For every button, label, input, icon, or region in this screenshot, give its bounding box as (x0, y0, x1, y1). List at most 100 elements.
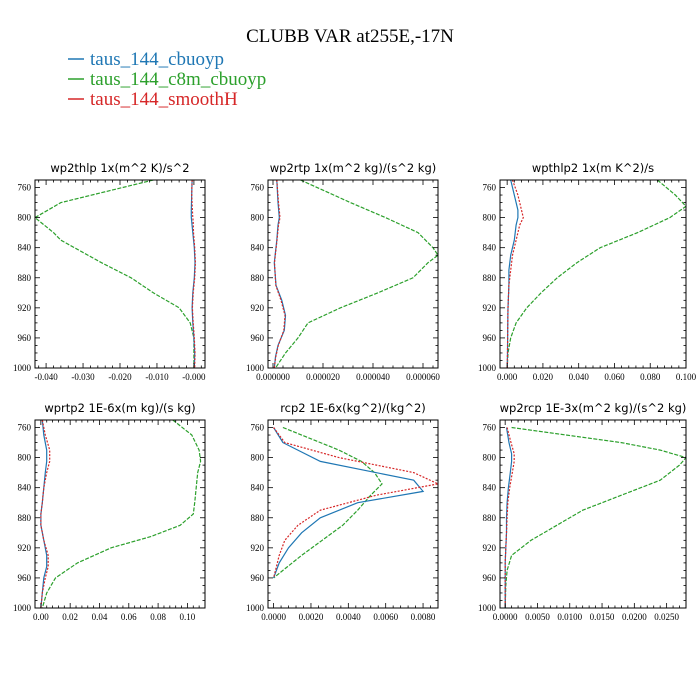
y-tick-label: 840 (251, 243, 265, 253)
panel-series (273, 180, 438, 368)
x-tick-label: 0.10 (180, 612, 196, 622)
series-line-c8m-cbuoyp (35, 180, 195, 368)
y-tick-label: 800 (251, 453, 265, 463)
y-tick-label: 960 (18, 333, 32, 343)
x-tick-label: 0.0000 (261, 612, 286, 622)
legend-label-c8m-cbuoyp: taus_144_c8m_cbuoyp (90, 69, 266, 90)
panel-series (40, 420, 202, 608)
panel-6: wp2rcp 1E-3x(m^2 kg)/(s^2 kg)760 800 840 88… (478, 401, 687, 622)
panel-frame (499, 179, 687, 369)
series-line-c8m-cbuoyp (504, 426, 686, 608)
y-tick-label: 840 (18, 243, 32, 253)
legend-label-smoothh: taus_144_smoothH (90, 89, 238, 110)
x-tick-label: 0.0020 (299, 612, 324, 622)
y-tick-label: 840 (18, 483, 32, 493)
x-tick-label: -0.020 (108, 372, 132, 382)
y-tick-label: 1000 (478, 363, 497, 373)
x-tick-label: 0.000020 (306, 372, 340, 382)
panel-frame (34, 419, 206, 609)
y-tick-label: 880 (251, 513, 265, 523)
legend-label-cbuoyp: taus_144_cbuoyp (90, 49, 224, 70)
panel-series (35, 180, 197, 368)
x-tick-label: 0.0200 (622, 612, 647, 622)
x-tick-label: 0.02 (62, 612, 78, 622)
y-tick-label: 840 (483, 483, 497, 493)
y-tick-label: 1000 (13, 363, 32, 373)
y-tick-label: 880 (483, 513, 497, 523)
x-tick-label: -0.030 (71, 372, 95, 382)
y-tick-label: 920 (483, 543, 497, 553)
x-tick-label: 0.000060 (406, 372, 440, 382)
legend-entry-cbuoyp: taus_144_cbuoyp (68, 49, 224, 70)
series-line-smoothh (504, 427, 515, 608)
x-tick-label: 0.0040 (336, 612, 361, 622)
x-tick-label: 0.0000 (493, 612, 518, 622)
y-tick-label: 880 (251, 273, 265, 283)
panel-title: wp2rcp 1E-3x(m^2 kg)/(s^2 kg) (500, 401, 687, 415)
x-tick-label: 0.040 (569, 372, 590, 382)
panels: wp2thlp 1x(m^2 K)/s^2 760 800 840 880 920 960 1… (13, 161, 697, 622)
panel-title: wp2rtp 1x(m^2 kg)/(s^2 kg) (270, 161, 437, 175)
x-tick-label: 0.0050 (525, 612, 550, 622)
y-tick-label: 960 (251, 573, 265, 583)
series-line-cbuoyp (40, 420, 48, 608)
y-tick-label: 960 (483, 333, 497, 343)
panel-4: wprtp2 1E-6x(m kg)/(s kg) 760 800 840 880 920… (13, 401, 206, 622)
y-tick-label: 1000 (13, 603, 32, 613)
y-tick-label: 1000 (246, 363, 265, 373)
series-line-c8m-cbuoyp (506, 180, 686, 368)
y-tick-label: 800 (483, 213, 497, 223)
y-tick-label: 1000 (478, 603, 497, 613)
y-tick-label: 920 (251, 303, 265, 313)
y-tick-label: 920 (483, 303, 497, 313)
x-tick-label: 0.0100 (557, 612, 582, 622)
series-line-cbuoyp (190, 180, 196, 368)
y-tick-label: 880 (483, 273, 497, 283)
panel-series (273, 426, 438, 579)
y-tick-label: 960 (18, 573, 32, 583)
x-tick-label: 0.000 (497, 372, 518, 382)
figure-title: CLUBB VAR at255E,-17N (246, 26, 454, 47)
x-tick-label: -0.010 (145, 372, 169, 382)
panel-frame (499, 419, 687, 609)
y-tick-label: 880 (18, 513, 32, 523)
y-tick-label: 760 (251, 423, 265, 433)
y-tick-label: 840 (483, 243, 497, 253)
x-tick-label: 0.000040 (356, 372, 390, 382)
panel-5: rcp2 1E-6x(kg^2)/(kg^2) 760 800 840 880 920 96… (246, 401, 439, 622)
x-tick-label: 0.00 (33, 612, 49, 622)
panel-title: rcp2 1E-6x(kg^2)/(kg^2) (280, 401, 426, 415)
x-tick-label: -0.000 (182, 372, 206, 382)
x-tick-label: 0.080 (640, 372, 661, 382)
y-tick-label: 760 (483, 423, 497, 433)
series-line-cbuoyp (506, 180, 519, 368)
legend-entry-smoothh: taus_144_smoothH (68, 89, 238, 110)
x-tick-label: -0.040 (34, 372, 58, 382)
x-tick-label: 0.0250 (654, 612, 679, 622)
panel-series (504, 426, 686, 608)
x-tick-label: 0.08 (150, 612, 166, 622)
panel-frame (267, 179, 439, 369)
y-tick-label: 920 (251, 543, 265, 553)
panel-series (506, 180, 686, 368)
panel-3: wpthlp2 1x(m K^2)/s 760 800 840 880 920 960 100… (478, 161, 697, 382)
x-tick-label: 0.0080 (411, 612, 436, 622)
y-tick-label: 960 (483, 573, 497, 583)
panel-frame (34, 179, 206, 369)
y-tick-label: 800 (483, 453, 497, 463)
legend: taus_144_cbuoyp taus_144_c8m_cbuoyp taus… (68, 49, 266, 110)
series-line-smoothh (191, 180, 197, 368)
x-tick-label: 0.06 (121, 612, 137, 622)
panel-title: wpthlp2 1x(m K^2)/s (532, 161, 654, 175)
series-line-smoothh (273, 427, 438, 579)
series-line-c8m-cbuoyp (275, 180, 438, 368)
y-tick-label: 840 (251, 483, 265, 493)
series-line-smoothh (506, 180, 524, 368)
y-tick-label: 800 (251, 213, 265, 223)
series-line-cbuoyp (273, 427, 425, 579)
panel-1: wp2thlp 1x(m^2 K)/s^2 760 800 840 880 920 960 1… (13, 161, 206, 382)
x-tick-label: 0.060 (604, 372, 625, 382)
y-tick-label: 1000 (246, 603, 265, 613)
series-line-smoothh (40, 420, 51, 608)
